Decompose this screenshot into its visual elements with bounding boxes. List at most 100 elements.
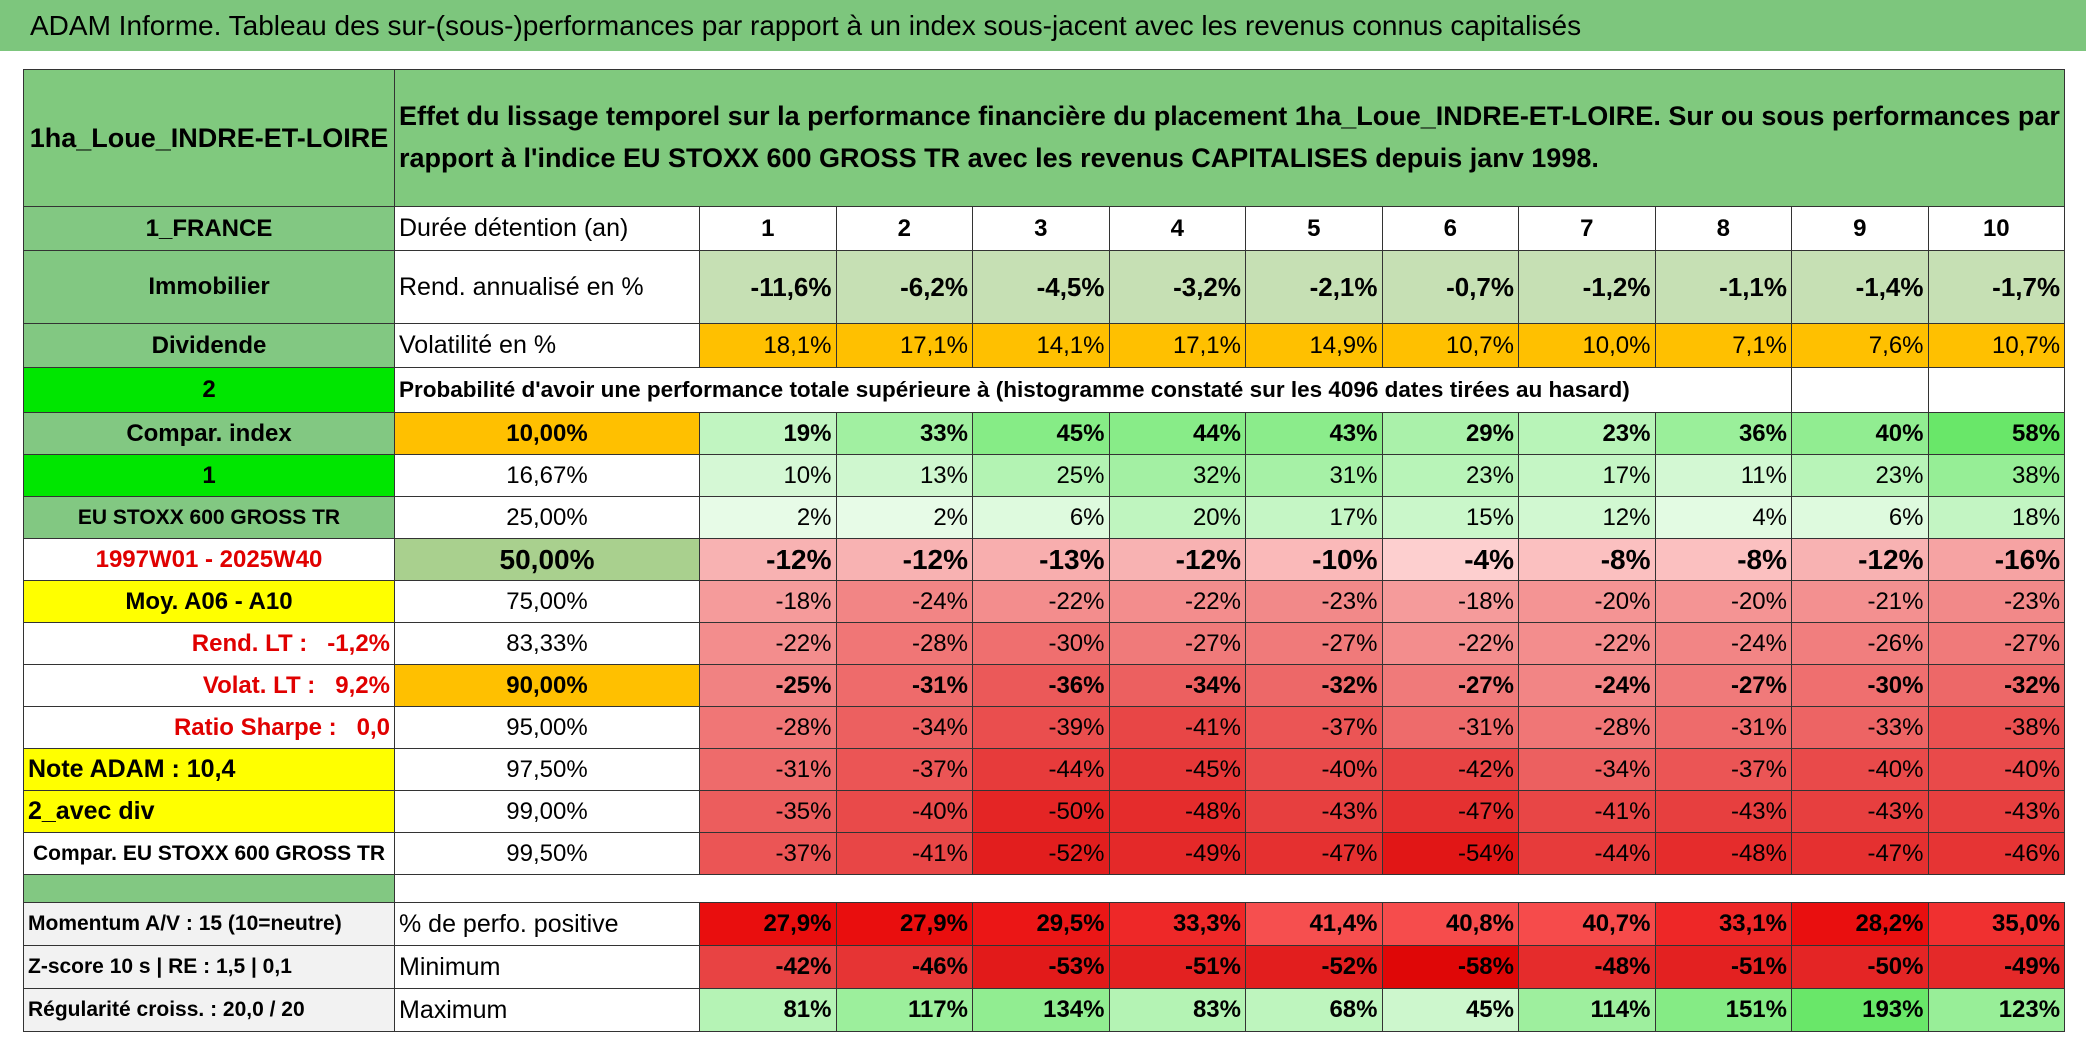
value-cell: -24%: [835, 580, 973, 623]
value-cell: 45%: [972, 412, 1110, 455]
value-cell: -31%: [1381, 706, 1519, 749]
row-label: 2_avec div: [23, 790, 395, 833]
metric-label: 10,00%: [394, 412, 700, 455]
value-cell: -4%: [1381, 538, 1519, 581]
value-cell: -40%: [1791, 748, 1929, 791]
value-cell: -0,7%: [1381, 250, 1519, 324]
table-row: 1 16,67% 10% 13% 25% 32% 31% 23% 17% 11% 23% 38%: [23, 454, 2066, 497]
probability-caption: Probabilité d'avoir une performance tota…: [394, 367, 1792, 413]
value-cell: -8%: [1654, 538, 1792, 581]
row-label: Compar. EU STOXX 600 GROSS TR: [23, 832, 395, 875]
value-cell: -39%: [972, 706, 1110, 749]
value-cell: 14,9%: [1245, 323, 1383, 368]
table-row: 1_FRANCE Durée détention (an) 1 2 3 4 5 6 7 8 9 10: [23, 206, 2066, 251]
holding-period: 5: [1245, 206, 1383, 251]
value-cell: -27%: [1381, 664, 1519, 707]
value-cell: 2%: [699, 496, 837, 539]
value-cell: -18%: [1381, 580, 1519, 623]
metric-label: 97,50%: [394, 748, 700, 791]
value-cell: 2%: [835, 496, 973, 539]
metric-label: % de perfo. positive: [394, 902, 700, 946]
value-cell: 6%: [972, 496, 1110, 539]
value-cell: -1,1%: [1654, 250, 1792, 324]
metric-label: 90,00%: [394, 664, 700, 707]
empty-cell: [1791, 367, 1929, 413]
row-label: 1_FRANCE: [23, 206, 395, 251]
value-cell: 28,2%: [1791, 902, 1929, 946]
value-cell: 23%: [1791, 454, 1929, 497]
value-cell: 7,6%: [1791, 323, 1929, 368]
value-cell: 27,9%: [699, 902, 837, 946]
metric-label: 50,00%: [394, 538, 700, 581]
value-cell: -28%: [1518, 706, 1656, 749]
table-row: Z-score 10 s | RE : 1,5 | 0,1 Minimum -42%…: [23, 945, 2066, 989]
value-cell: -20%: [1518, 580, 1656, 623]
value-cell: -27%: [1654, 664, 1792, 707]
value-cell: -28%: [699, 706, 837, 749]
metric-label: 25,00%: [394, 496, 700, 539]
value-cell: -42%: [1381, 748, 1519, 791]
value-cell: 68%: [1245, 988, 1383, 1032]
table-body: 1ha_Loue_INDRE-ET-LOIRE Effet du lissage…: [23, 69, 2066, 1032]
metric-label: Rend. annualisé en %: [394, 250, 700, 324]
table-row: Dividende Volatilité en % 18,1% 17,1% 14,1% 1…: [23, 323, 2066, 368]
value-cell: 35,0%: [1927, 902, 2066, 946]
value-cell: 19%: [699, 412, 837, 455]
value-cell: -22%: [972, 580, 1110, 623]
value-cell: 10,7%: [1381, 323, 1519, 368]
table-row: Régularité croiss. : 20,0 / 20 Maximum 81%…: [23, 988, 2066, 1032]
value-cell: -40%: [1245, 748, 1383, 791]
metric-label: 95,00%: [394, 706, 700, 749]
value-cell: -49%: [1108, 832, 1246, 875]
value-cell: -41%: [1518, 790, 1656, 833]
table-row: Immobilier Rend. annualisé en % -11,6% -6,2…: [23, 250, 2066, 324]
value-cell: 17%: [1245, 496, 1383, 539]
value-cell: -41%: [835, 832, 973, 875]
spacer-cell: [23, 874, 395, 903]
value-cell: 43%: [1245, 412, 1383, 455]
value-cell: 193%: [1791, 988, 1929, 1032]
value-cell: 10,7%: [1927, 323, 2066, 368]
value-cell: -41%: [1108, 706, 1246, 749]
value-cell: -38%: [1927, 706, 2066, 749]
table-row: Compar. index 10,00% 19% 33% 45% 44% 43% 29% 23%…: [23, 412, 2066, 455]
value-cell: 13%: [835, 454, 973, 497]
value-cell: -43%: [1245, 790, 1383, 833]
table-row: EU STOXX 600 GROSS TR 25,00% 2% 2% 6% 20% 17% 1…: [23, 496, 2066, 539]
value-cell: -50%: [972, 790, 1110, 833]
value-cell: -22%: [699, 622, 837, 665]
empty-cell: [1927, 367, 2066, 413]
value-cell: 44%: [1108, 412, 1246, 455]
value-cell: 29%: [1381, 412, 1519, 455]
metric-label: Volatilité en %: [394, 323, 700, 368]
value-cell: 40%: [1791, 412, 1929, 455]
value-cell: -4,5%: [972, 250, 1110, 324]
row-label: 1997W01 - 2025W40: [23, 538, 395, 581]
value-cell: 10,0%: [1518, 323, 1656, 368]
value-cell: 36%: [1654, 412, 1792, 455]
value-cell: -32%: [1245, 664, 1383, 707]
metric-label: 99,00%: [394, 790, 700, 833]
value-cell: 123%: [1927, 988, 2066, 1032]
row-label: Note ADAM : 10,4: [23, 748, 395, 791]
value-cell: 11%: [1654, 454, 1792, 497]
value-cell: 33,1%: [1654, 902, 1792, 946]
value-cell: 4%: [1654, 496, 1792, 539]
value-cell: -11,6%: [699, 250, 837, 324]
value-cell: -58%: [1381, 945, 1519, 989]
value-cell: -49%: [1927, 945, 2066, 989]
value-cell: -12%: [699, 538, 837, 581]
metric-label: Minimum: [394, 945, 700, 989]
table-row: Momentum A/V : 15 (10=neutre)% de perfo.…: [23, 902, 2066, 946]
table-row: Volat. LT : 9,2% 90,00% -25% -31% -36% -34% -3…: [23, 664, 2066, 707]
value-cell: -47%: [1245, 832, 1383, 875]
value-cell: -48%: [1654, 832, 1792, 875]
value-cell: -37%: [835, 748, 973, 791]
value-cell: 10%: [699, 454, 837, 497]
description-cell: Effet du lissage temporel sur la perform…: [393, 69, 2066, 207]
value-cell: -43%: [1927, 790, 2066, 833]
row-label: Immobilier: [23, 250, 395, 324]
value-cell: 15%: [1381, 496, 1519, 539]
metric-label: 83,33%: [394, 622, 700, 665]
value-cell: -43%: [1791, 790, 1929, 833]
